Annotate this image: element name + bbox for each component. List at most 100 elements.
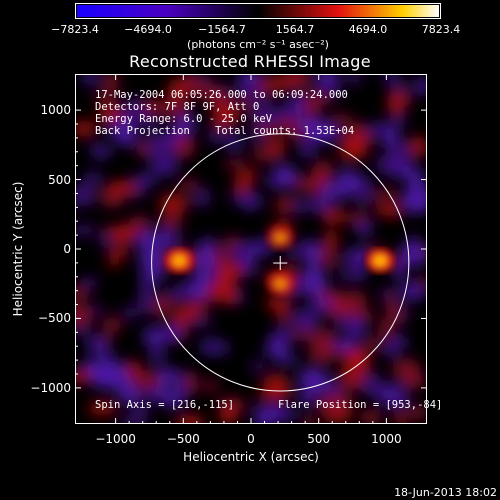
heatmap-blob: [341, 315, 367, 327]
heatmap-blob: [319, 245, 337, 269]
heatmap-blob: [158, 213, 184, 229]
heatmap-blob: [276, 322, 296, 344]
heatmap-blob: [311, 197, 331, 212]
y-tick-label: 1000: [40, 103, 71, 118]
heatmap-blob: [360, 409, 382, 424]
source-core: [275, 279, 285, 288]
heatmap-blob: [349, 347, 367, 368]
heatmap-blob: [169, 230, 183, 251]
heatmap-blob: [359, 372, 383, 396]
heatmap-blob: [103, 74, 119, 93]
heatmap-blob: [323, 410, 350, 424]
heatmap-blob: [186, 282, 206, 294]
heatmap-blob: [144, 113, 160, 132]
heatmap-blob: [87, 401, 117, 416]
heatmap-blob: [75, 120, 97, 137]
heatmap-blob: [300, 317, 315, 337]
heatmap-blob: [388, 399, 413, 411]
heatmap-blob: [144, 99, 164, 113]
colorbar-tick: −1564.7: [198, 23, 246, 36]
solar-limb-circle: [151, 133, 410, 392]
y-tick-label: −500: [38, 311, 71, 326]
colorbar-frame: [75, 3, 441, 19]
heatmap-blob: [184, 371, 198, 395]
heatmap-blob: [398, 146, 412, 166]
heatmap-blob: [303, 415, 317, 424]
heatmap-blob: [108, 180, 138, 196]
colorbar-tick: −7823.4: [51, 23, 99, 36]
heatmap-blob: [182, 113, 196, 134]
heatmap-blob: [194, 250, 217, 270]
heatmap-blob: [251, 146, 282, 162]
info-time-range: 17-May-2004 06:05:26.000 to 06:09:24.000: [95, 89, 348, 101]
x-axis-label: Heliocentric X (arcsec): [183, 450, 319, 464]
heatmap-blob: [267, 106, 294, 122]
heatmap-blob: [382, 74, 395, 81]
colorbar-gradient: [77, 5, 439, 17]
plot-area: 17-May-2004 06:05:26.000 to 06:09:24.000…: [75, 74, 442, 424]
heatmap-blob: [249, 125, 266, 144]
heatmap-blob: [121, 306, 141, 319]
heatmap-blob: [155, 227, 174, 251]
heatmap-blob: [310, 93, 332, 105]
heatmap-sources: [165, 225, 395, 296]
heatmap-blob: [365, 336, 381, 353]
heatmap-blob: [315, 289, 343, 301]
heatmap-blob: [79, 181, 94, 197]
x-tick-label: 500: [307, 432, 331, 446]
heatmap-blob: [138, 292, 156, 314]
heatmap-blob: [374, 188, 398, 201]
heatmap-blob: [159, 193, 188, 215]
heatmap-blob: [336, 270, 360, 282]
heatmap-blob: [273, 163, 296, 186]
heatmap-blob: [158, 328, 183, 340]
heatmap-blob: [82, 74, 99, 85]
axis-tickmarks: [75, 74, 427, 424]
heatmap-blob: [310, 338, 338, 352]
heatmap-blob: [257, 74, 272, 97]
heatmap-blob: [285, 74, 309, 92]
heatmap-blob: [87, 171, 101, 184]
heatmap-blob: [329, 339, 359, 351]
heatmap-blob: [227, 192, 256, 203]
heatmap-blob: [201, 338, 216, 356]
heatmap-blob: [263, 374, 289, 394]
x-tick-label: −1000: [95, 432, 136, 446]
heatmap-blob: [133, 399, 149, 419]
footer-timestamp: 18-Jun-2013 18:02: [394, 486, 497, 499]
heatmap-blob: [321, 208, 347, 224]
heatmap-blob: [379, 287, 393, 301]
heatmap-blob: [218, 265, 247, 276]
heatmap-blob: [403, 372, 423, 390]
heatmap-blob: [249, 239, 274, 257]
heatmap-blob: [92, 92, 118, 102]
heatmap-blob: [131, 370, 161, 392]
heatmap-blob: [288, 197, 313, 214]
colorbar-tick: 4694.0: [348, 23, 388, 36]
heatmap-blob: [315, 159, 332, 182]
limb-layer: [151, 133, 410, 392]
heatmap-blob: [375, 156, 400, 173]
info-detectors: Detectors: 7F 8F 9F, Att 0: [95, 101, 260, 113]
heatmap-blob: [406, 235, 419, 255]
heatmap-svg: [75, 74, 427, 424]
heatmap-blob: [314, 84, 329, 95]
heatmap-blob: [387, 91, 404, 116]
heatmap-blob: [201, 380, 220, 392]
heatmap-blob: [405, 190, 427, 213]
heatmap-blob: [297, 367, 325, 387]
heatmap-blob: [191, 268, 211, 283]
heatmap-blob: [177, 178, 199, 190]
colorbar-tick: −4694.0: [124, 23, 172, 36]
y-tick-label: 0: [63, 242, 71, 256]
heatmap-blob: [160, 97, 190, 119]
bright-source: [266, 225, 295, 250]
heatmap-blob: [75, 305, 93, 328]
heatmap-blob: [347, 74, 362, 86]
y-tick-label: −1000: [30, 380, 71, 395]
y-axis-label: Heliocentric Y (arcsec): [11, 181, 25, 317]
heatmap-blob: [306, 119, 331, 135]
heatmap-blob: [216, 340, 229, 355]
heatmap-blob: [330, 113, 353, 125]
heatmap-blob: [183, 74, 197, 94]
